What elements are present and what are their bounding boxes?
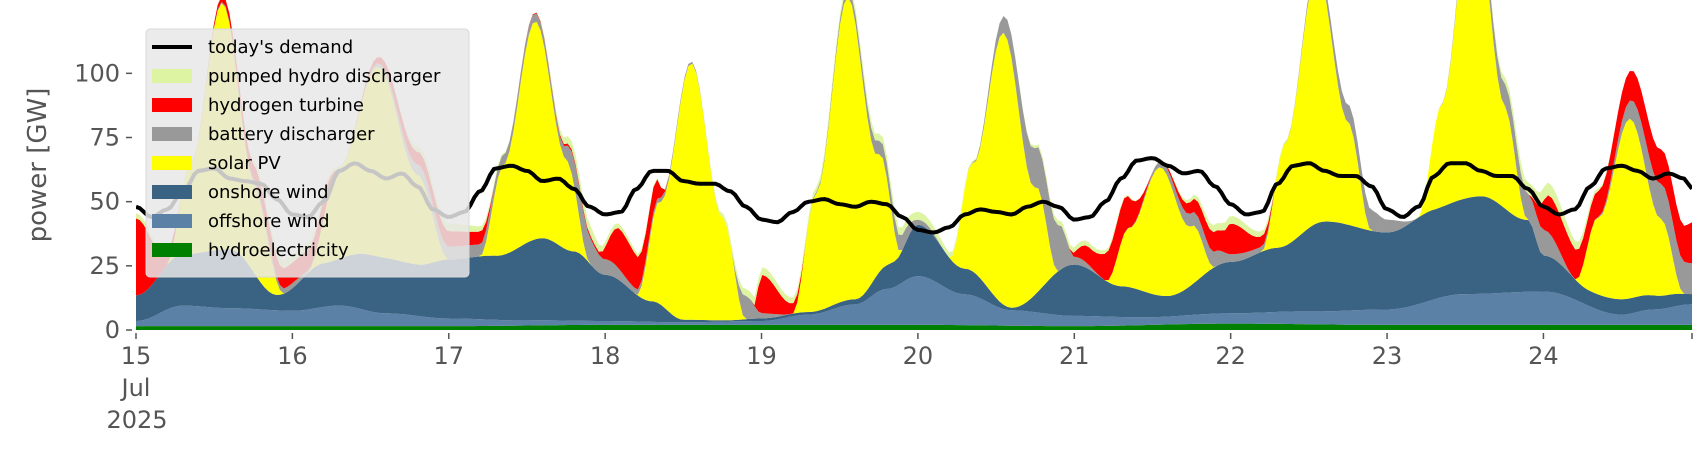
legend-swatch-pumped-hydro-discharger <box>152 69 192 83</box>
x-tick-label: 17 <box>433 342 464 370</box>
legend-label-battery-discharger: battery discharger <box>208 124 375 145</box>
x-tick-label: 18 <box>590 342 621 370</box>
legend: today's demand pumped hydro discharger hyd… <box>145 28 470 278</box>
x-tick-label: 21 <box>1059 342 1090 370</box>
x-tick-label: 15 <box>121 342 152 370</box>
x-tick-label: 19 <box>746 342 777 370</box>
legend-swatch-hydrogen-turbine <box>152 98 192 112</box>
legend-label-hydrogen-turbine: hydrogen turbine <box>208 95 364 116</box>
area-battery-discharger <box>136 0 1692 320</box>
legend-label-offshore-wind: offshore wind <box>208 211 330 232</box>
y-axis: 0 25 50 75 100 <box>74 59 132 344</box>
x-tick-label: 16 <box>277 342 308 370</box>
y-tick-label: 0 <box>105 316 120 344</box>
x-tick-label: 20 <box>903 342 934 370</box>
legend-swatch-battery-discharger <box>152 127 192 141</box>
legend-swatch-offshore-wind <box>152 214 192 228</box>
y-tick-label: 75 <box>89 124 120 152</box>
legend-swatch-hydroelectricity <box>152 243 192 257</box>
legend-label-today-s-demand: today's demand <box>208 37 353 58</box>
area-solar-pv <box>136 0 1692 321</box>
y-tick-label: 50 <box>89 188 120 216</box>
area-hydroelectricity <box>136 323 1692 330</box>
x-tick-label: 23 <box>1372 342 1403 370</box>
legend-swatch-solar-pv <box>152 156 192 170</box>
area-offshore-wind <box>136 276 1692 327</box>
legend-label-hydroelectricity: hydroelectricity <box>208 240 349 261</box>
area-onshore-wind <box>136 196 1692 323</box>
x-tick-month-label: Jul <box>120 374 151 402</box>
x-tick-label: 22 <box>1215 342 1246 370</box>
y-tick-label: 25 <box>89 252 120 280</box>
area-hydrogen-turbine <box>136 0 1692 315</box>
y-axis-label: power [GW] <box>23 88 53 243</box>
legend-label-onshore-wind: onshore wind <box>208 182 329 203</box>
legend-label-solar-pv: solar PV <box>208 153 281 174</box>
legend-swatch-onshore-wind <box>152 185 192 199</box>
y-tick-label: 100 <box>74 59 120 87</box>
legend-label-pumped-hydro-discharger: pumped hydro discharger <box>208 66 441 87</box>
legend-box <box>145 28 470 278</box>
stacked-areas <box>136 0 1692 330</box>
x-tick-label: 24 <box>1528 342 1559 370</box>
x-axis: 15 Jul 2025 16 17 18 19 20 21 22 23 24 <box>106 333 1693 434</box>
x-tick-year-label: 2025 <box>106 406 167 434</box>
